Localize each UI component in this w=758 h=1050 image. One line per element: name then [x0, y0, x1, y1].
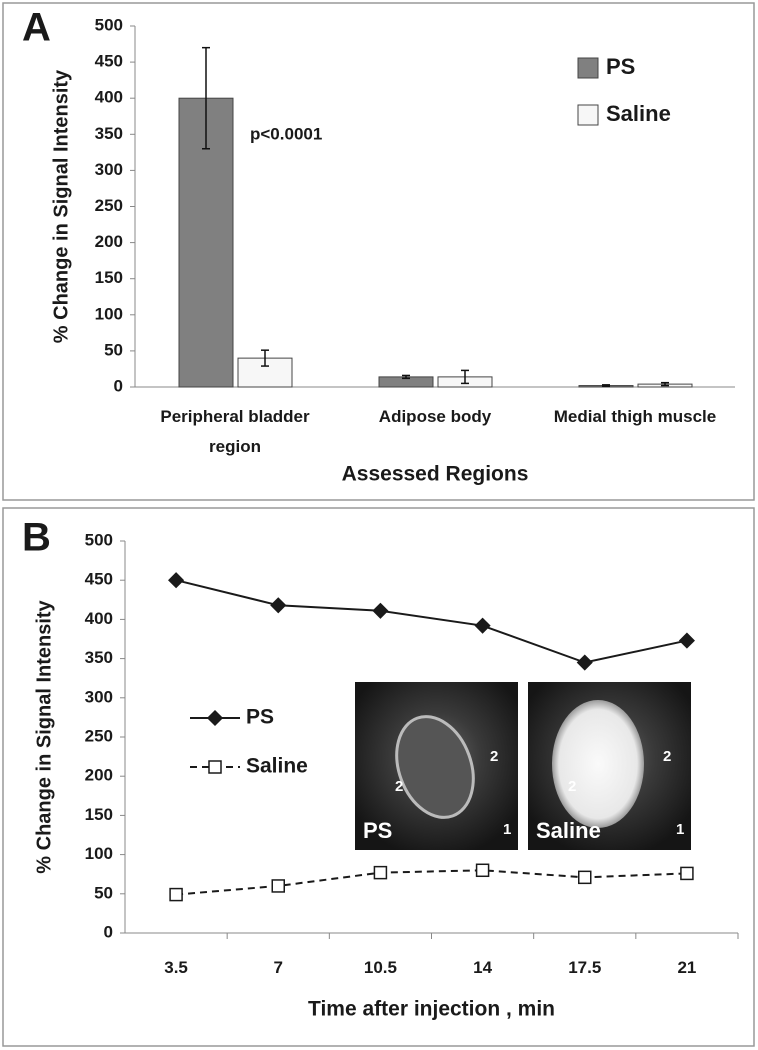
x-tick-label: Adipose body	[378, 407, 492, 426]
y-tick-label: 100	[85, 844, 113, 863]
y-tick-label: 50	[104, 340, 123, 359]
x-tick-label: 7	[273, 958, 283, 977]
line	[175, 579, 688, 664]
y-tick-label: 250	[85, 726, 113, 745]
panel-label: A	[22, 6, 51, 50]
y-tick-label: 400	[85, 609, 113, 628]
legend-label: PS	[246, 706, 274, 729]
legend-label: PS	[606, 54, 635, 79]
x-tick-label: 3.5	[164, 958, 188, 977]
panel-frame	[2, 507, 755, 1047]
y-tick-label: 350	[85, 648, 113, 667]
y-tick-label: 50	[94, 883, 113, 902]
panel-frame	[2, 2, 755, 501]
y-tick-label: 0	[114, 376, 123, 395]
y-tick-label: 350	[95, 124, 123, 143]
marker	[576, 654, 593, 671]
marker	[206, 709, 224, 727]
inset-number: 2	[663, 748, 671, 765]
y-axis-label: % Change in Signal Intensity	[33, 599, 55, 873]
marker	[168, 572, 185, 589]
inset-number: 1	[503, 821, 511, 838]
y-tick-label: 150	[95, 268, 123, 287]
inset-label: Saline	[536, 818, 601, 843]
inset-number: 1	[676, 821, 684, 838]
marker	[475, 863, 490, 878]
marker	[578, 870, 592, 885]
x-axis-label: Time after injection , min	[308, 998, 555, 1021]
x-tick-label: Peripheral bladder region	[160, 407, 310, 456]
x-tick-label: 21	[677, 958, 697, 977]
y-tick-label: 200	[85, 766, 113, 785]
y-tick-label: 200	[95, 232, 123, 251]
inset-number: 2	[395, 778, 403, 795]
inset-number: 2	[490, 748, 498, 765]
marker	[680, 866, 694, 881]
legend-swatch	[577, 57, 599, 79]
legend-label: Saline	[606, 101, 671, 126]
y-tick-label: 400	[95, 88, 123, 107]
legend-swatch	[577, 104, 599, 126]
inset-label: PS	[363, 818, 392, 843]
line	[175, 869, 687, 896]
x-axis-label: Assessed Regions	[342, 463, 529, 486]
x-tick-label: 17.5	[568, 958, 602, 977]
y-tick-label: 500	[85, 530, 113, 549]
marker	[678, 632, 695, 649]
legend-label: Saline	[246, 755, 308, 778]
y-tick-label: 300	[95, 160, 123, 179]
inset-number: 2	[568, 778, 576, 795]
y-tick-label: 500	[95, 15, 123, 34]
inset-feature	[395, 715, 475, 819]
marker	[271, 879, 285, 893]
marker	[270, 597, 287, 614]
marker	[474, 617, 491, 634]
marker	[169, 887, 183, 902]
y-tick-label: 0	[104, 922, 113, 941]
marker	[208, 760, 222, 774]
y-tick-label: 450	[85, 570, 113, 589]
inset-feature	[552, 700, 644, 828]
y-tick-label: 450	[95, 52, 123, 71]
x-tick-label: Medial thigh muscle	[553, 407, 717, 426]
panel-label: B	[22, 516, 51, 560]
annotation: p<0.0001	[250, 124, 322, 143]
y-tick-label: 300	[85, 687, 113, 706]
y-axis-label: % Change in Signal Intensity	[50, 69, 72, 343]
y-tick-label: 250	[95, 196, 123, 215]
x-tick-label: 14	[473, 958, 493, 977]
y-tick-label: 150	[85, 805, 113, 824]
marker	[373, 865, 388, 880]
x-tick-label: 10.5	[363, 958, 397, 977]
marker	[372, 602, 389, 619]
y-tick-label: 100	[95, 304, 123, 323]
